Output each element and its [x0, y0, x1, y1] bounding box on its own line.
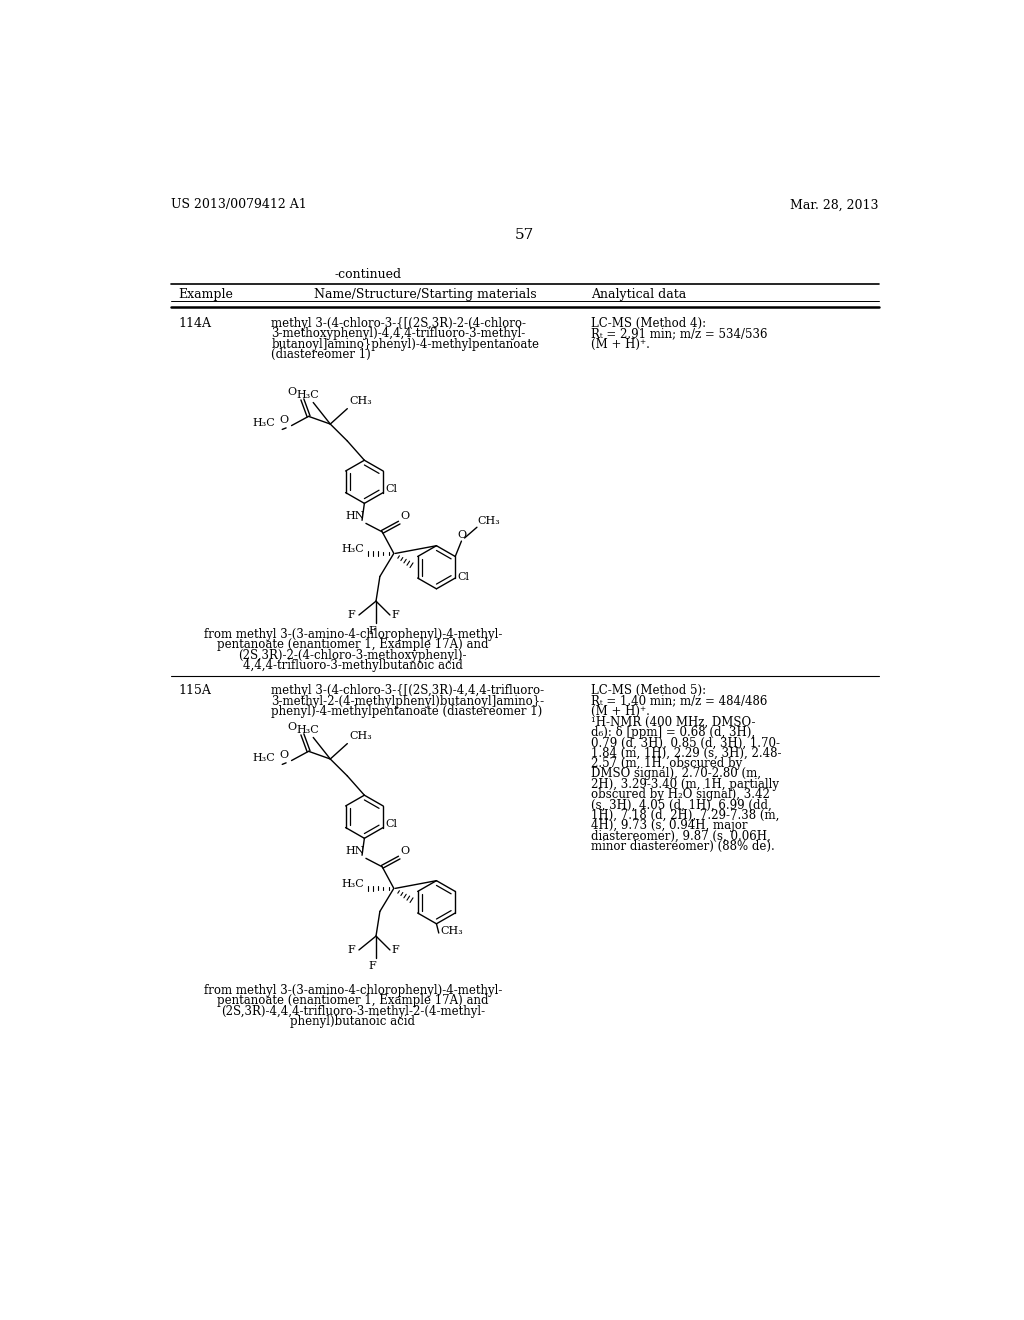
Text: H₃C: H₃C: [253, 418, 275, 428]
Text: US 2013/0079412 A1: US 2013/0079412 A1: [171, 198, 306, 211]
Text: Rₜ = 1.40 min; m/z = 484/486: Rₜ = 1.40 min; m/z = 484/486: [592, 694, 768, 708]
Text: CH₃: CH₃: [440, 927, 463, 936]
Text: (2S,3R)-4,4,4-trifluoro-3-methyl-2-(4-methyl-: (2S,3R)-4,4,4-trifluoro-3-methyl-2-(4-me…: [221, 1005, 484, 1018]
Text: Mar. 28, 2013: Mar. 28, 2013: [791, 198, 879, 211]
Text: O: O: [280, 416, 289, 425]
Text: F: F: [347, 945, 355, 954]
Text: CH₃: CH₃: [477, 516, 500, 527]
Text: from methyl 3-(3-amino-4-chlorophenyl)-4-methyl-: from methyl 3-(3-amino-4-chlorophenyl)-4…: [204, 983, 502, 997]
Text: O: O: [287, 387, 296, 397]
Text: phenyl)-4-methylpentanoate (diastereomer 1): phenyl)-4-methylpentanoate (diastereomer…: [271, 705, 543, 718]
Text: H₃C: H₃C: [296, 725, 318, 735]
Text: Cl: Cl: [385, 483, 397, 494]
Text: H₃C: H₃C: [253, 754, 275, 763]
Text: Name/Structure/Starting materials: Name/Structure/Starting materials: [314, 288, 537, 301]
Text: O: O: [457, 529, 466, 540]
Text: CH₃: CH₃: [349, 396, 372, 407]
Text: ¹H-NMR (400 MHz, DMSO-: ¹H-NMR (400 MHz, DMSO-: [592, 715, 756, 729]
Text: from methyl 3-(3-amino-4-chlorophenyl)-4-methyl-: from methyl 3-(3-amino-4-chlorophenyl)-4…: [204, 628, 502, 642]
Text: HN: HN: [345, 846, 365, 855]
Text: CH₃: CH₃: [349, 731, 372, 741]
Text: diastereomer), 9.87 (s, 0.06H,: diastereomer), 9.87 (s, 0.06H,: [592, 830, 771, 843]
Text: Rₜ = 2.91 min; m/z = 534/536: Rₜ = 2.91 min; m/z = 534/536: [592, 327, 768, 341]
Text: HN: HN: [345, 511, 365, 520]
Text: 1H), 7.18 (d, 2H), 7.29-7.38 (m,: 1H), 7.18 (d, 2H), 7.29-7.38 (m,: [592, 809, 780, 822]
Text: DMSO signal), 2.70-2.80 (m,: DMSO signal), 2.70-2.80 (m,: [592, 767, 762, 780]
Text: Cl: Cl: [385, 818, 397, 829]
Text: 1.84 (m, 1H), 2.29 (s, 3H), 2.48-: 1.84 (m, 1H), 2.29 (s, 3H), 2.48-: [592, 747, 782, 760]
Text: 114A: 114A: [178, 317, 211, 330]
Text: methyl 3-(4-chloro-3-{[(2S,3R)-2-(4-chloro-: methyl 3-(4-chloro-3-{[(2S,3R)-2-(4-chlo…: [271, 317, 526, 330]
Text: F: F: [347, 610, 355, 620]
Text: minor diastereomer) (88% de).: minor diastereomer) (88% de).: [592, 841, 775, 853]
Text: 2.57 (m, 1H, obscured by: 2.57 (m, 1H, obscured by: [592, 758, 742, 770]
Text: F: F: [369, 626, 376, 636]
Text: -continued: -continued: [335, 268, 401, 281]
Text: (M + H)⁺.: (M + H)⁺.: [592, 705, 650, 718]
Text: H₃C: H₃C: [296, 389, 318, 400]
Text: F: F: [369, 961, 376, 970]
Text: 2H), 3.29-3.40 (m, 1H, partially: 2H), 3.29-3.40 (m, 1H, partially: [592, 777, 779, 791]
Text: H₃C: H₃C: [342, 879, 365, 888]
Text: F: F: [391, 610, 399, 620]
Text: d₆): δ [ppm] = 0.68 (d, 3H),: d₆): δ [ppm] = 0.68 (d, 3H),: [592, 726, 756, 739]
Text: 115A: 115A: [178, 684, 211, 697]
Text: F: F: [391, 945, 399, 954]
Text: (2S,3R)-2-(4-chloro-3-methoxyphenyl)-: (2S,3R)-2-(4-chloro-3-methoxyphenyl)-: [239, 649, 467, 661]
Text: phenyl)butanoic acid: phenyl)butanoic acid: [290, 1015, 416, 1028]
Text: H₃C: H₃C: [342, 544, 365, 554]
Text: LC-MS (Method 4):: LC-MS (Method 4):: [592, 317, 707, 330]
Text: pentanoate (enantiomer 1, Example 17A) and: pentanoate (enantiomer 1, Example 17A) a…: [217, 994, 488, 1007]
Text: 3-methoxyphenyl)-4,4,4-trifluoro-3-methyl-: 3-methoxyphenyl)-4,4,4-trifluoro-3-methy…: [271, 327, 525, 341]
Text: (s, 3H), 4.05 (d, 1H), 6.99 (dd,: (s, 3H), 4.05 (d, 1H), 6.99 (dd,: [592, 799, 772, 812]
Text: Example: Example: [178, 288, 233, 301]
Text: Cl: Cl: [458, 572, 470, 582]
Text: LC-MS (Method 5):: LC-MS (Method 5):: [592, 684, 707, 697]
Text: methyl 3-(4-chloro-3-{[(2S,3R)-4,4,4-trifluoro-: methyl 3-(4-chloro-3-{[(2S,3R)-4,4,4-tri…: [271, 684, 545, 697]
Text: 4H), 9.73 (s, 0.94H, major: 4H), 9.73 (s, 0.94H, major: [592, 820, 748, 833]
Text: (diastereomer 1): (diastereomer 1): [271, 348, 371, 362]
Text: (M + H)⁺.: (M + H)⁺.: [592, 338, 650, 351]
Text: 57: 57: [515, 227, 535, 242]
Text: 3-methyl-2-(4-methylphenyl)butanoyl]amino}-: 3-methyl-2-(4-methylphenyl)butanoyl]amin…: [271, 694, 545, 708]
Text: obscured by H₂O signal), 3.42: obscured by H₂O signal), 3.42: [592, 788, 770, 801]
Text: 4,4,4-trifluoro-3-methylbutanoic acid: 4,4,4-trifluoro-3-methylbutanoic acid: [243, 659, 463, 672]
Text: O: O: [287, 722, 296, 731]
Text: O: O: [280, 750, 289, 760]
Text: 0.79 (d, 3H), 0.85 (d, 3H), 1.70-: 0.79 (d, 3H), 0.85 (d, 3H), 1.70-: [592, 737, 780, 750]
Text: O: O: [400, 511, 410, 521]
Text: Analytical data: Analytical data: [592, 288, 687, 301]
Text: pentanoate (enantiomer 1, Example 17A) and: pentanoate (enantiomer 1, Example 17A) a…: [217, 639, 488, 652]
Text: O: O: [400, 846, 410, 857]
Text: butanoyl]amino}phenyl)-4-methylpentanoate: butanoyl]amino}phenyl)-4-methylpentanoat…: [271, 338, 540, 351]
